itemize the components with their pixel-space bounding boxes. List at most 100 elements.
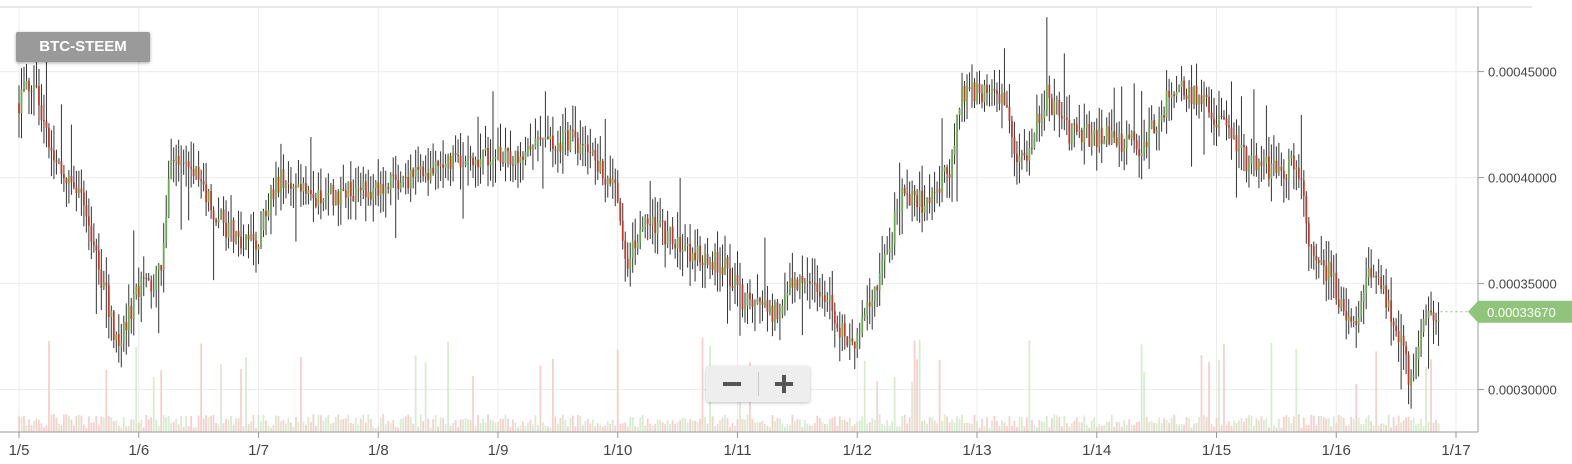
candle-body	[976, 83, 978, 102]
candle-body	[205, 184, 208, 203]
candle-body	[589, 151, 592, 153]
volume-bar	[684, 418, 687, 432]
volume-bar	[833, 416, 836, 432]
candle-body	[362, 181, 365, 191]
volume-bar	[836, 425, 839, 432]
candle-body	[1400, 335, 1403, 343]
candle-body	[1145, 141, 1148, 148]
volume-bar	[1340, 416, 1343, 432]
volume-bar	[1295, 349, 1298, 432]
candle-body	[1352, 320, 1355, 322]
candle-body	[609, 178, 612, 184]
volume-bar	[285, 423, 287, 432]
volume-bar	[252, 414, 255, 432]
candle-body	[621, 220, 624, 241]
volume-bar	[542, 422, 544, 432]
volume-bar	[629, 416, 632, 432]
candle-body	[182, 162, 185, 164]
candle-body	[1118, 133, 1121, 146]
candle-body	[1265, 156, 1268, 164]
volume-bar	[1068, 427, 1071, 432]
volume-bar	[906, 423, 909, 432]
candle-body	[447, 155, 450, 164]
volume-bar	[359, 418, 362, 432]
volume-bar	[861, 416, 864, 432]
candle-body	[1068, 119, 1071, 144]
volume-bar	[80, 415, 83, 432]
zoom-in-button[interactable]	[758, 366, 810, 402]
y-tick-label: 0.00035000	[1488, 277, 1557, 292]
volume-bar	[1435, 419, 1437, 432]
volume-bar	[614, 425, 617, 432]
volume-bar	[1287, 417, 1290, 432]
volume-bar	[609, 424, 612, 432]
volume-bar	[115, 420, 118, 432]
volume-bar	[719, 420, 721, 432]
candle-body	[92, 241, 95, 246]
candle-body	[329, 184, 332, 194]
candle-body	[918, 190, 921, 208]
candle-body	[394, 174, 397, 181]
candle-body	[1013, 137, 1016, 154]
candle-body	[1100, 127, 1103, 144]
candle-body	[40, 105, 43, 121]
volume-bar	[1430, 359, 1432, 432]
volume-bar	[729, 426, 731, 432]
volume-bar	[100, 416, 103, 432]
candle-body	[33, 85, 35, 92]
candle-body	[734, 274, 736, 288]
volume-bar	[1025, 417, 1028, 432]
volume-bar	[1030, 419, 1033, 432]
candle-body	[324, 195, 327, 200]
candle-body	[691, 252, 694, 262]
volume-bar	[222, 423, 225, 432]
volume-bar	[1397, 415, 1400, 432]
candle-body	[147, 278, 150, 281]
candle-body	[270, 189, 272, 211]
volume-bar	[948, 422, 951, 432]
volume-bar	[404, 416, 407, 432]
candle-body	[232, 219, 235, 242]
candle-body	[349, 181, 352, 197]
zoom-out-button[interactable]	[706, 366, 758, 402]
candle-body	[749, 292, 751, 300]
candle-body	[931, 191, 933, 203]
volume-bar	[641, 414, 644, 432]
candle-body	[1040, 118, 1043, 124]
volume-bar	[946, 416, 948, 432]
candle-body	[1143, 141, 1146, 154]
candle-body	[354, 187, 357, 202]
volume-bar	[1243, 421, 1245, 432]
volume-bar	[913, 340, 916, 432]
y-tick-label: 0.00030000	[1488, 383, 1557, 398]
candle-body	[1295, 167, 1298, 170]
candle-body	[1402, 335, 1405, 347]
candle-body	[629, 257, 632, 269]
volume-bar	[317, 414, 320, 432]
candle-body	[422, 166, 425, 177]
volume-bar	[766, 425, 769, 432]
volume-bar	[774, 421, 776, 432]
volume-bar	[1013, 420, 1016, 432]
candle-body	[689, 244, 691, 262]
candle-body	[322, 199, 325, 204]
y-tick-label: 0.00040000	[1488, 171, 1557, 186]
candle-body	[813, 282, 816, 284]
candle-body	[452, 153, 454, 169]
x-tick-label: 1/15	[1202, 442, 1231, 459]
candle-body	[1115, 137, 1118, 146]
candle-body	[714, 251, 716, 270]
volume-bar	[1133, 425, 1136, 432]
volume-bar	[1016, 426, 1018, 432]
volume-bar	[554, 416, 557, 432]
volume-bar	[1060, 426, 1063, 432]
volume-bar	[227, 419, 230, 432]
volume-bar	[903, 414, 906, 432]
x-tick-label: 1/8	[368, 442, 389, 459]
volume-bar	[1003, 422, 1006, 432]
volume-bar	[1008, 416, 1011, 432]
volume-bar	[1310, 414, 1313, 432]
x-tick-label: 1/9	[488, 442, 509, 459]
volume-bar	[28, 419, 30, 432]
volume-bar	[322, 420, 325, 432]
